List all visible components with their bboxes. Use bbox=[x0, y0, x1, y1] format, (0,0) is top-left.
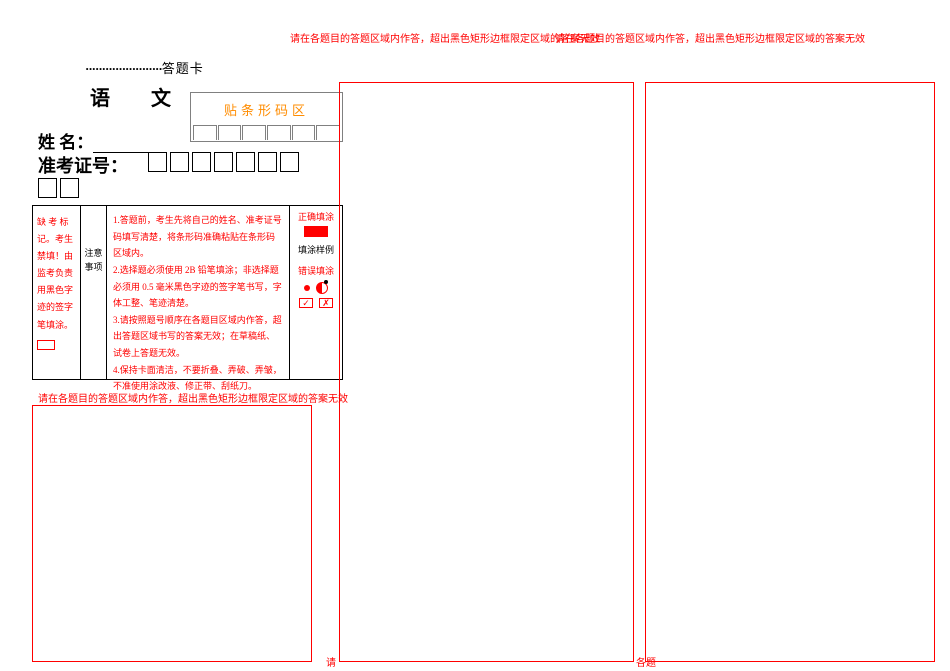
wrong-fill-row2: ✓ ✗ bbox=[294, 298, 338, 308]
wrong-fill-label: 错误填涂 bbox=[294, 264, 338, 278]
absent-mark-column: 缺 考 标记。考生禁填！由监考负责用黑色字迹的签字笔填涂。 bbox=[33, 206, 81, 379]
absent-mark-box bbox=[37, 340, 55, 350]
absent-mark-text: 缺 考 标记。考生禁填！由监考负责用黑色字迹的签字笔填涂。 bbox=[37, 214, 76, 334]
exam-id-boxes-row2 bbox=[38, 178, 79, 198]
exam-id-box[interactable] bbox=[258, 152, 277, 172]
exam-id-box[interactable] bbox=[148, 152, 167, 172]
answer-area-col3[interactable] bbox=[645, 82, 935, 662]
correct-fill-label: 正确填涂 bbox=[294, 210, 338, 224]
answer-area-col1[interactable] bbox=[32, 405, 312, 662]
correct-fill-sample bbox=[304, 226, 328, 237]
instruction-item: 1.答题前，考生先将自己的姓名、准考证号码填写清楚，将条形码准确粘贴在条形码区域… bbox=[113, 212, 283, 262]
exam-id-box[interactable] bbox=[214, 152, 233, 172]
exam-id-boxes-row1 bbox=[148, 152, 299, 172]
exam-id-box[interactable] bbox=[170, 152, 189, 172]
warning-top-mid: 请在各题目的答题区域内作答，超出黑色矩形边框限定区域的答案无效 bbox=[290, 30, 600, 45]
name-label: 姓 名： bbox=[38, 133, 93, 152]
name-input-line[interactable] bbox=[93, 139, 163, 153]
wrong-sample-tick-icon: ✓ bbox=[299, 298, 313, 308]
barcode-zone: 贴条形码区 bbox=[190, 92, 343, 142]
fill-sample-label: 填涂样例 bbox=[294, 243, 338, 257]
instruction-item: 3.请按照题号顺序在各题目区域内作答，超出答题区域书写的答案无效；在草稿纸、试卷… bbox=[113, 312, 283, 362]
cutoff-text-right: 各题 bbox=[636, 654, 656, 669]
instructions-list: 1.答题前，考生先将自己的姓名、准考证号码填写清楚，将条形码准确粘贴在条形码区域… bbox=[107, 206, 290, 379]
exam-id-box[interactable] bbox=[192, 152, 211, 172]
cutoff-text-mid: 请 bbox=[326, 654, 336, 669]
notice-label: 注意事项 bbox=[83, 246, 104, 275]
barcode-label: 贴条形码区 bbox=[191, 93, 342, 119]
fill-sample-column: 正确填涂 填涂样例 错误填涂 ✓ ✗ bbox=[290, 206, 342, 379]
instructions-block: 缺 考 标记。考生禁填！由监考负责用黑色字迹的签字笔填涂。 注意事项 1.答题前… bbox=[32, 205, 343, 380]
answer-area-col2[interactable] bbox=[339, 82, 634, 662]
answer-card-label: 答题卡 bbox=[162, 61, 204, 76]
exam-id-label: 准考证号： bbox=[38, 152, 128, 178]
answer-card-title: 答题卡 bbox=[85, 58, 204, 77]
subject-title: 语 文 bbox=[90, 82, 189, 111]
exam-id-box[interactable] bbox=[236, 152, 255, 172]
exam-id-box[interactable] bbox=[60, 178, 79, 198]
barcode-slots bbox=[191, 125, 342, 140]
wrong-sample-cross-icon: ✗ bbox=[319, 298, 333, 308]
exam-id-box[interactable] bbox=[38, 178, 57, 198]
instruction-item: 2.选择题必须使用 2B 铅笔填涂；非选择题必须用 0.5 毫米黑色字迹的签字笔… bbox=[113, 262, 283, 312]
wrong-sample-half-icon bbox=[316, 282, 328, 294]
warning-mid-left: 请在各题目的答题区域内作答，超出黑色矩形边框限定区域的答案无效 bbox=[38, 390, 348, 405]
exam-id-box[interactable] bbox=[280, 152, 299, 172]
notice-label-column: 注意事项 bbox=[81, 206, 107, 379]
name-row: 姓 名： bbox=[38, 128, 163, 153]
wrong-fill-row1 bbox=[294, 282, 338, 294]
wrong-sample-dot-icon bbox=[304, 285, 310, 291]
warning-top-right: 请在各题目的答题区域内作答，超出黑色矩形边框限定区域的答案无效 bbox=[555, 30, 865, 45]
